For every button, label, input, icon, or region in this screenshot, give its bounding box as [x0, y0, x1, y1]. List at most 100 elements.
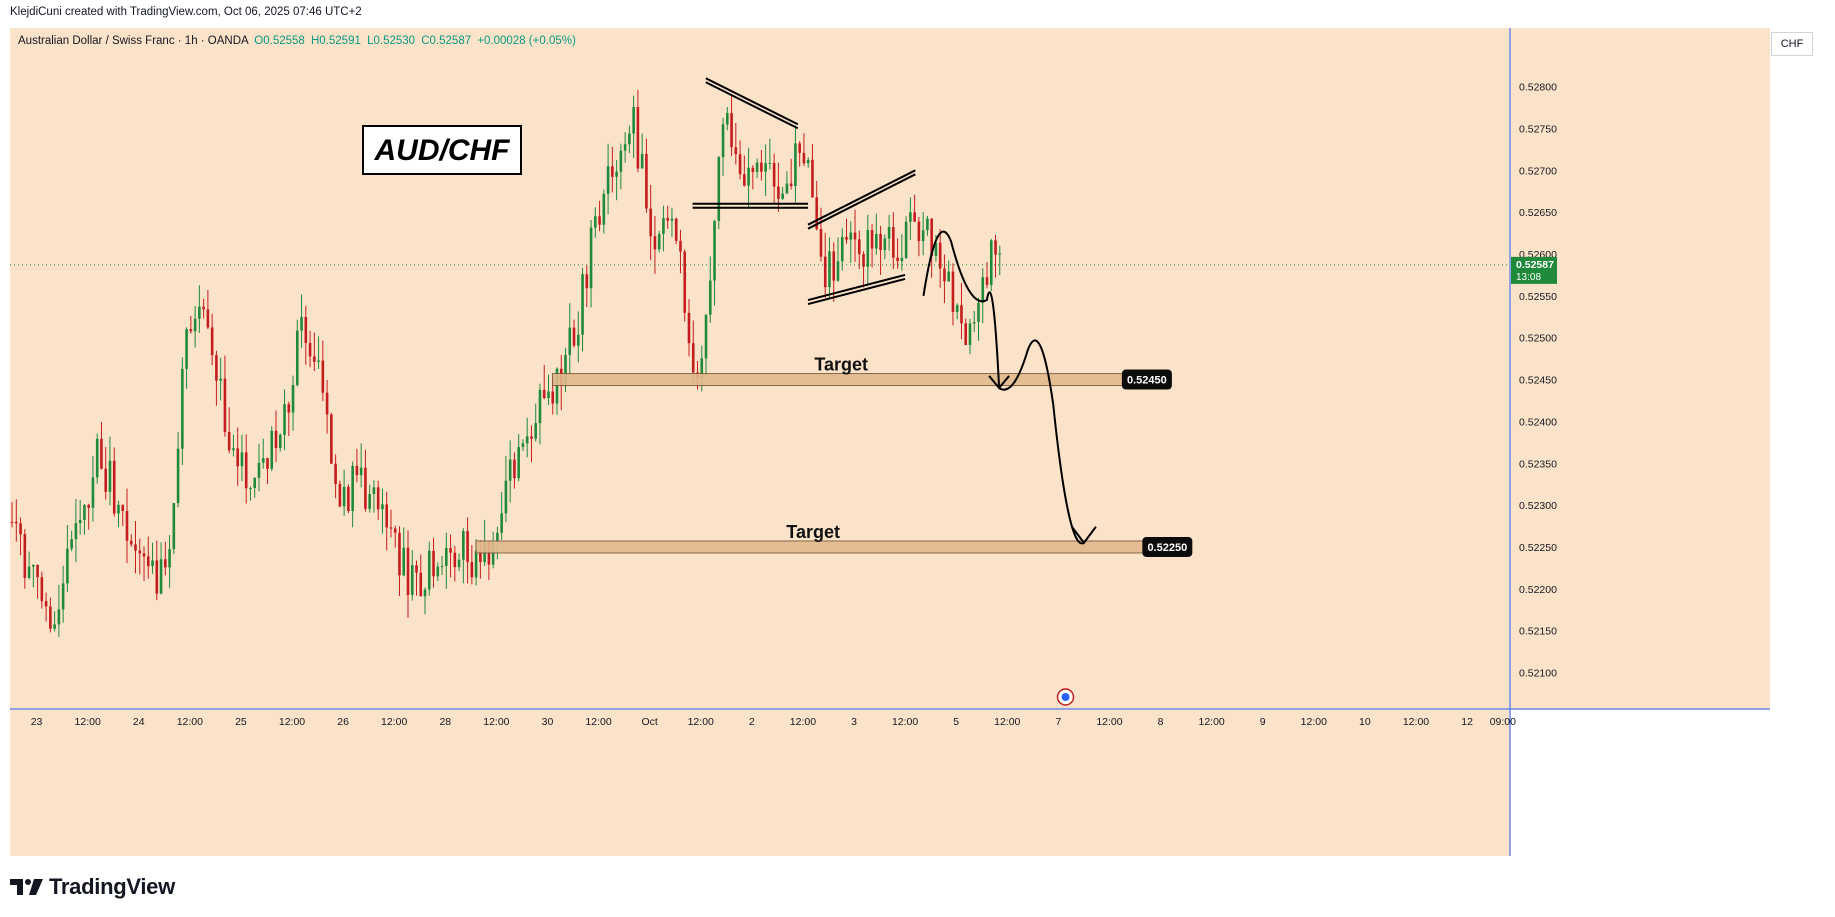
candle-body [938, 242, 942, 269]
price-tick-label: 0.52150 [1519, 626, 1557, 638]
price-tick-label: 0.52350 [1519, 458, 1557, 470]
candle-body [70, 539, 73, 549]
candle-body [960, 305, 963, 324]
candle-body [887, 227, 891, 239]
candle-body [849, 232, 853, 240]
candle-body [342, 486, 346, 507]
candle-body [798, 143, 801, 153]
candle-body [496, 532, 499, 542]
candle-body [985, 277, 989, 285]
candle-body [598, 216, 601, 225]
candle-body [121, 504, 125, 511]
time-tick-label: 2 [749, 716, 755, 728]
candle-body [330, 414, 333, 464]
candle-body [325, 392, 329, 415]
candle-body [142, 553, 146, 557]
candle-body [189, 329, 193, 332]
candle-body [308, 343, 312, 357]
candle-body [611, 166, 614, 177]
price-tick-label: 0.52500 [1519, 333, 1557, 345]
time-tick-label: 09:00 [1490, 716, 1516, 728]
candle-body [219, 378, 222, 381]
candle-body [832, 251, 836, 281]
time-tick-label: Oct [641, 716, 657, 728]
candle-body [227, 431, 231, 451]
candle-body [866, 230, 870, 267]
time-tick-label: 8 [1158, 716, 1164, 728]
candle-body [708, 280, 712, 315]
time-tick-label: 23 [31, 716, 43, 728]
candle-body [372, 487, 376, 494]
time-tick-label: 28 [439, 716, 451, 728]
candle-body [674, 218, 678, 241]
projection-arrowhead [988, 375, 1010, 390]
candle-body [398, 532, 401, 576]
candle-body [445, 548, 448, 566]
candle-body [347, 486, 350, 511]
candle-body [977, 302, 980, 322]
candle-body [875, 233, 878, 249]
candle-body [253, 477, 257, 488]
candle-body [151, 560, 154, 567]
candle-body [785, 183, 789, 194]
candle-body [892, 227, 895, 258]
candle-body [666, 218, 669, 221]
price-tick-label: 0.52400 [1519, 416, 1557, 428]
candle-body [453, 552, 457, 568]
candle-body [602, 193, 606, 225]
candle-body [49, 606, 52, 629]
candle-body [900, 257, 904, 262]
candle-body [513, 459, 516, 479]
chart-credit: KlejdiCuni created with TradingView.com,… [10, 6, 362, 18]
candle-body [700, 358, 704, 378]
candle-body [943, 268, 946, 282]
candle-body [261, 458, 265, 463]
candle-body [930, 218, 933, 256]
candle-body [572, 327, 576, 346]
time-tick-label: 25 [235, 716, 247, 728]
chart-area[interactable]: 0.52100 0.52150 0.52200 0.52250 0.52300 0.523… [10, 28, 1770, 856]
price-tick-label: 0.52250 [1519, 542, 1557, 554]
candle-body [815, 197, 819, 229]
candle-body [857, 239, 861, 255]
candle-body [146, 556, 150, 567]
candle-body [295, 330, 299, 386]
candle-body [883, 238, 887, 251]
tradingview-logo-text: TradingView [49, 874, 175, 899]
candle-body [581, 274, 584, 335]
candle-body [564, 354, 567, 386]
chart-title-frame [362, 125, 522, 175]
candle-body [368, 493, 371, 509]
candle-body [66, 548, 69, 584]
candle-body [436, 566, 440, 577]
candle-body [717, 157, 721, 221]
candle-body [40, 577, 44, 602]
time-tick-label: 9 [1260, 716, 1266, 728]
candle-body [691, 343, 695, 373]
candle-body [112, 460, 116, 514]
channel-upper-line [807, 169, 916, 226]
channel-lower-line [807, 273, 906, 302]
currency-button[interactable]: CHF [1771, 32, 1813, 56]
candle-body [955, 305, 959, 312]
economic-event-icon [1061, 693, 1070, 701]
candle-body [713, 220, 716, 281]
time-tick-label: 12:00 [1301, 716, 1327, 728]
candle-body [283, 404, 286, 435]
candle-body [257, 462, 261, 478]
candle-body [410, 565, 414, 595]
projection-arrowhead [1071, 526, 1097, 545]
candle-body [636, 107, 640, 169]
candle-body [772, 162, 776, 187]
candle-body [525, 436, 529, 444]
candle-body [568, 327, 572, 355]
candle-body [376, 487, 380, 510]
time-tick-label: 12:00 [585, 716, 611, 728]
candle-body [83, 504, 86, 520]
candle-body [594, 216, 597, 228]
candle-body [726, 113, 729, 125]
candle-body [236, 448, 239, 467]
candle-body [628, 133, 631, 145]
price-chart[interactable]: 0.52100 0.52150 0.52200 0.52250 0.52300 0.523… [10, 28, 1770, 856]
candle-body [589, 227, 593, 289]
